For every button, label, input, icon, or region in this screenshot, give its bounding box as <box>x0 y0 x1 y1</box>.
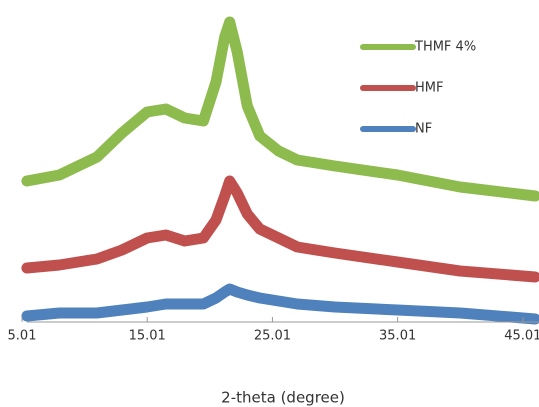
legend-label: HMF <box>415 81 443 96</box>
x-tick-label: 5.01 <box>8 329 37 344</box>
x-tick-label: 35.01 <box>379 329 416 344</box>
x-axis-label: 2-theta (degree) <box>221 389 345 407</box>
data-line <box>21 283 539 325</box>
data-line <box>21 16 539 202</box>
legend-label: THMF 4% <box>414 40 476 55</box>
x-tick-label: 15.01 <box>129 329 166 344</box>
legend-label: NF <box>415 122 432 137</box>
data-line <box>21 175 539 283</box>
x-tick-label: 45.01 <box>504 329 539 344</box>
x-tick-label: 25.01 <box>254 329 291 344</box>
